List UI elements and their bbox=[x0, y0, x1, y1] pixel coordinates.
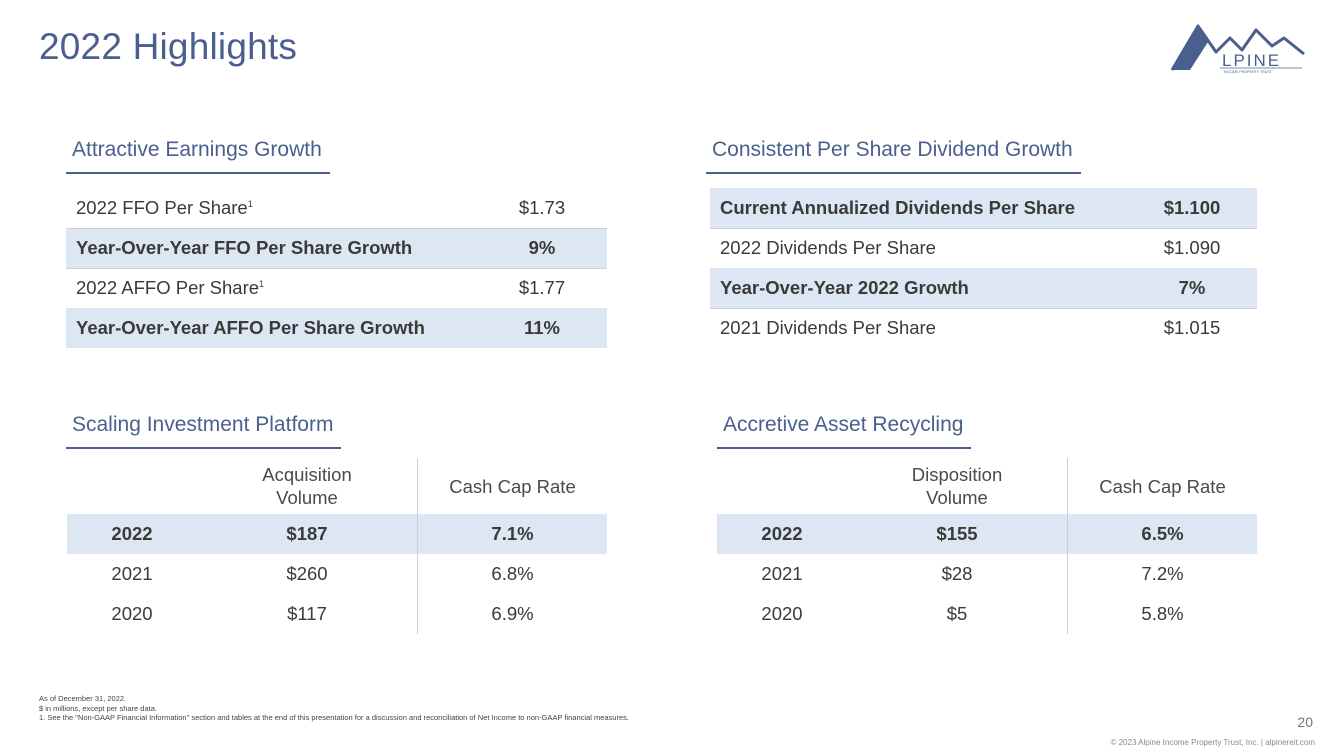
table-row: 2020 $5 5.8% bbox=[717, 594, 1257, 634]
volume-header: Acquisition Volume bbox=[262, 464, 352, 508]
year-header bbox=[67, 458, 197, 514]
rate-header: Cash Cap Rate bbox=[1067, 458, 1257, 514]
volume-cell: $117 bbox=[287, 603, 327, 624]
table-row: Year-Over-Year AFFO Per Share Growth 11% bbox=[66, 308, 607, 348]
year-cell: 2020 bbox=[111, 603, 153, 624]
rate-cell: 5.8% bbox=[1067, 594, 1257, 634]
year-cell: 2021 bbox=[761, 563, 803, 584]
dividend-heading: Consistent Per Share Dividend Growth bbox=[706, 138, 1081, 174]
volume-cell: $155 bbox=[847, 514, 1068, 554]
rate-header: Cash Cap Rate bbox=[417, 458, 607, 514]
table-row: 2022 Dividends Per Share $1.090 bbox=[710, 228, 1257, 268]
table-header-row: Disposition Volume Cash Cap Rate bbox=[717, 458, 1257, 514]
row-label: Year-Over-Year AFFO Per Share Growth bbox=[66, 308, 477, 348]
year-header bbox=[717, 458, 847, 514]
year-cell: 2022 bbox=[717, 514, 847, 554]
year-cell: 2020 bbox=[761, 603, 803, 624]
footnote: As of December 31, 2022. bbox=[39, 694, 127, 703]
row-value: $1.100 bbox=[1127, 188, 1257, 229]
page-number: 20 bbox=[1297, 714, 1313, 730]
row-label: 2022 Dividends Per Share bbox=[720, 237, 936, 259]
year-cell: 2022 bbox=[67, 514, 197, 554]
row-value: $1.73 bbox=[477, 188, 607, 229]
table-row: Current Annualized Dividends Per Share $… bbox=[710, 188, 1257, 229]
investment-heading: Scaling Investment Platform bbox=[66, 413, 342, 449]
row-value: 11% bbox=[477, 308, 607, 348]
row-value: 7% bbox=[1127, 268, 1257, 309]
table-row: 2021 $28 7.2% bbox=[717, 554, 1257, 594]
volume-cell: $187 bbox=[197, 514, 418, 554]
table-row: 2022 AFFO Per Share1 $1.77 bbox=[66, 268, 607, 308]
mountain-icon bbox=[1170, 24, 1305, 71]
row-label: 2022 FFO Per Share1 bbox=[66, 188, 477, 229]
volume-cell: $5 bbox=[946, 603, 968, 624]
table-row: 2022 FFO Per Share1 $1.73 bbox=[66, 188, 607, 229]
logo-text: LPINE bbox=[1222, 51, 1281, 70]
row-label: 2022 AFFO Per Share1 bbox=[76, 277, 265, 299]
row-label: Current Annualized Dividends Per Share bbox=[710, 188, 1127, 229]
rate-cell: 6.9% bbox=[417, 594, 607, 634]
table-header-row: Acquisition Volume Cash Cap Rate bbox=[67, 458, 607, 514]
table-row: 2022 $155 6.5% bbox=[717, 514, 1257, 554]
alpine-logo: LPINE INCOME PROPERTY TRUST bbox=[1170, 24, 1305, 74]
row-value: $1.090 bbox=[1163, 237, 1221, 259]
table-row: Year-Over-Year FFO Per Share Growth 9% bbox=[66, 228, 607, 269]
row-label: Year-Over-Year FFO Per Share Growth bbox=[66, 228, 477, 269]
table-row: 2022 $187 7.1% bbox=[67, 514, 607, 554]
copyright: © 2023 Alpine Income Property Trust, Inc… bbox=[1110, 738, 1315, 747]
logo-tagline: INCOME PROPERTY TRUST bbox=[1224, 70, 1273, 74]
row-label: 2021 Dividends Per Share bbox=[720, 317, 936, 339]
table-row: 2020 $117 6.9% bbox=[67, 594, 607, 634]
table-row: 2021 Dividends Per Share $1.015 bbox=[710, 308, 1257, 348]
footnote: 1. See the "Non-GAAP Financial Informati… bbox=[39, 713, 629, 722]
table-row: 2021 $260 6.8% bbox=[67, 554, 607, 594]
table-row: Year-Over-Year 2022 Growth 7% bbox=[710, 268, 1257, 309]
row-value: 9% bbox=[477, 228, 607, 269]
recycling-table: Disposition Volume Cash Cap Rate 2022 $15… bbox=[717, 458, 1257, 634]
volume-cell: $260 bbox=[286, 563, 328, 584]
footnotes: As of December 31, 2022. $ in millions, … bbox=[39, 694, 629, 723]
volume-header: Disposition Volume bbox=[911, 464, 1003, 508]
investment-table: Acquisition Volume Cash Cap Rate 2022 $18… bbox=[67, 458, 607, 634]
row-value: $1.015 bbox=[1163, 317, 1221, 339]
recycling-heading: Accretive Asset Recycling bbox=[717, 413, 972, 449]
rate-cell: 6.5% bbox=[1067, 514, 1257, 554]
earnings-heading: Attractive Earnings Growth bbox=[66, 138, 330, 174]
rate-cell: 7.2% bbox=[1067, 554, 1257, 594]
year-cell: 2021 bbox=[111, 563, 153, 584]
earnings-table: 2022 FFO Per Share1 $1.73 Year-Over-Year… bbox=[66, 188, 607, 348]
rate-cell: 6.8% bbox=[417, 554, 607, 594]
page-title: 2022 Highlights bbox=[39, 26, 298, 67]
row-value: $1.77 bbox=[518, 277, 566, 299]
volume-cell: $28 bbox=[941, 563, 973, 584]
row-label: Year-Over-Year 2022 Growth bbox=[710, 268, 1127, 309]
dividend-table: Current Annualized Dividends Per Share $… bbox=[710, 188, 1257, 348]
footnote: $ in millions, except per share data. bbox=[39, 703, 157, 713]
rate-cell: 7.1% bbox=[417, 514, 607, 554]
